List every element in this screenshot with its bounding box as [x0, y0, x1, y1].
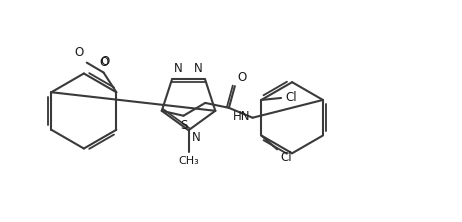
Text: S: S — [180, 119, 187, 132]
Text: O: O — [99, 56, 108, 69]
Text: CH₃: CH₃ — [178, 156, 199, 166]
Text: HN: HN — [233, 110, 251, 123]
Text: O: O — [238, 71, 247, 84]
Text: Cl: Cl — [280, 151, 292, 164]
Text: N: N — [195, 62, 203, 75]
Text: N: N — [174, 62, 182, 75]
Text: Cl: Cl — [285, 91, 297, 105]
Text: N: N — [192, 131, 200, 144]
Text: O: O — [100, 55, 109, 67]
Text: O: O — [74, 46, 84, 59]
